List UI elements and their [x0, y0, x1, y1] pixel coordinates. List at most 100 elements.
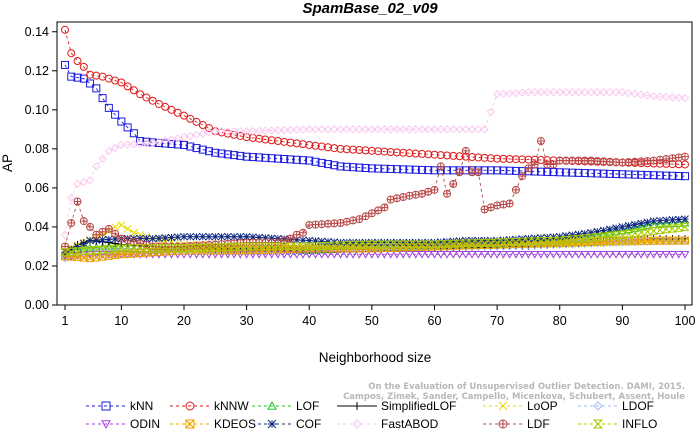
legend-label: kNN [130, 399, 153, 413]
data-point [461, 125, 471, 134]
data-point [487, 236, 495, 245]
data-point [67, 49, 76, 58]
data-point [405, 250, 414, 259]
legend-item-ldf: LDF [483, 417, 550, 431]
data-point [662, 216, 671, 225]
data-point [524, 234, 533, 243]
data-point [123, 140, 132, 149]
data-point [486, 154, 495, 163]
data-point [180, 232, 188, 241]
data-point [261, 126, 270, 135]
data-point [562, 156, 571, 165]
data-point [448, 239, 458, 248]
data-point [223, 232, 232, 241]
data-point [386, 164, 395, 173]
data-point [536, 88, 546, 97]
data-point [536, 137, 545, 146]
data-point [562, 168, 571, 177]
data-point [580, 169, 589, 178]
data-point [536, 167, 545, 176]
data-point [342, 217, 351, 226]
plot-frame [56, 21, 693, 306]
data-point [236, 232, 245, 241]
data-point [211, 127, 220, 136]
data-point [574, 230, 583, 239]
data-point [392, 240, 402, 249]
data-point [649, 250, 659, 259]
data-point [662, 171, 671, 180]
data-point [449, 237, 458, 246]
data-point [349, 216, 358, 225]
data-point [192, 117, 201, 126]
data-point [399, 165, 408, 174]
data-point [504, 238, 515, 247]
data-point [549, 168, 558, 177]
data-point [436, 250, 446, 259]
data-point [393, 238, 401, 247]
data-point [386, 125, 395, 134]
data-point [661, 219, 671, 228]
data-point [618, 170, 627, 179]
legend-marker [101, 401, 111, 411]
data-point [236, 151, 245, 160]
data-point [179, 244, 189, 253]
data-point [455, 168, 464, 177]
data-point [141, 244, 152, 253]
data-point [573, 234, 584, 243]
data-point [79, 62, 88, 71]
data-point [92, 84, 101, 93]
data-point [279, 242, 289, 251]
data-point [480, 125, 489, 134]
data-point [555, 88, 564, 97]
data-point [524, 164, 533, 173]
data-point [430, 166, 439, 175]
data-point [361, 125, 370, 134]
data-point [342, 241, 352, 250]
data-point [561, 250, 571, 259]
data-point [136, 234, 145, 243]
series-fastabod [60, 88, 690, 239]
data-point [642, 227, 653, 236]
data-point [498, 238, 509, 247]
data-point [286, 125, 295, 135]
data-point [417, 240, 427, 249]
data-point [217, 232, 226, 241]
data-point [643, 91, 652, 100]
data-point [373, 125, 383, 134]
data-point [474, 153, 483, 162]
data-point [92, 71, 101, 80]
data-point [649, 171, 658, 180]
data-point [518, 155, 527, 164]
data-point [336, 144, 345, 153]
data-point [298, 156, 307, 165]
data-point [493, 166, 502, 175]
legend-label: COF [296, 417, 321, 431]
data-point [561, 88, 571, 97]
data-point [248, 126, 258, 136]
data-point [430, 250, 439, 259]
legend-item-loop: LoOP [483, 399, 558, 413]
legend-label: LOF [296, 399, 319, 413]
x-tick-label: 10 [114, 314, 128, 328]
data-point [505, 89, 514, 98]
data-point [317, 142, 326, 151]
data-point [605, 231, 615, 240]
data-point [649, 91, 658, 101]
data-point [411, 165, 420, 174]
data-point [656, 216, 664, 225]
data-point [92, 236, 101, 245]
data-point [480, 250, 489, 259]
data-point [198, 232, 207, 241]
data-point [567, 235, 577, 244]
data-point [568, 156, 577, 165]
data-point [636, 90, 646, 99]
data-point [216, 243, 227, 252]
data-point [167, 139, 176, 148]
data-point [542, 250, 552, 259]
data-point [317, 242, 327, 251]
data-point [505, 166, 514, 175]
data-point [424, 150, 433, 159]
data-point [349, 238, 357, 247]
data-point [286, 250, 295, 259]
data-point [580, 250, 590, 259]
